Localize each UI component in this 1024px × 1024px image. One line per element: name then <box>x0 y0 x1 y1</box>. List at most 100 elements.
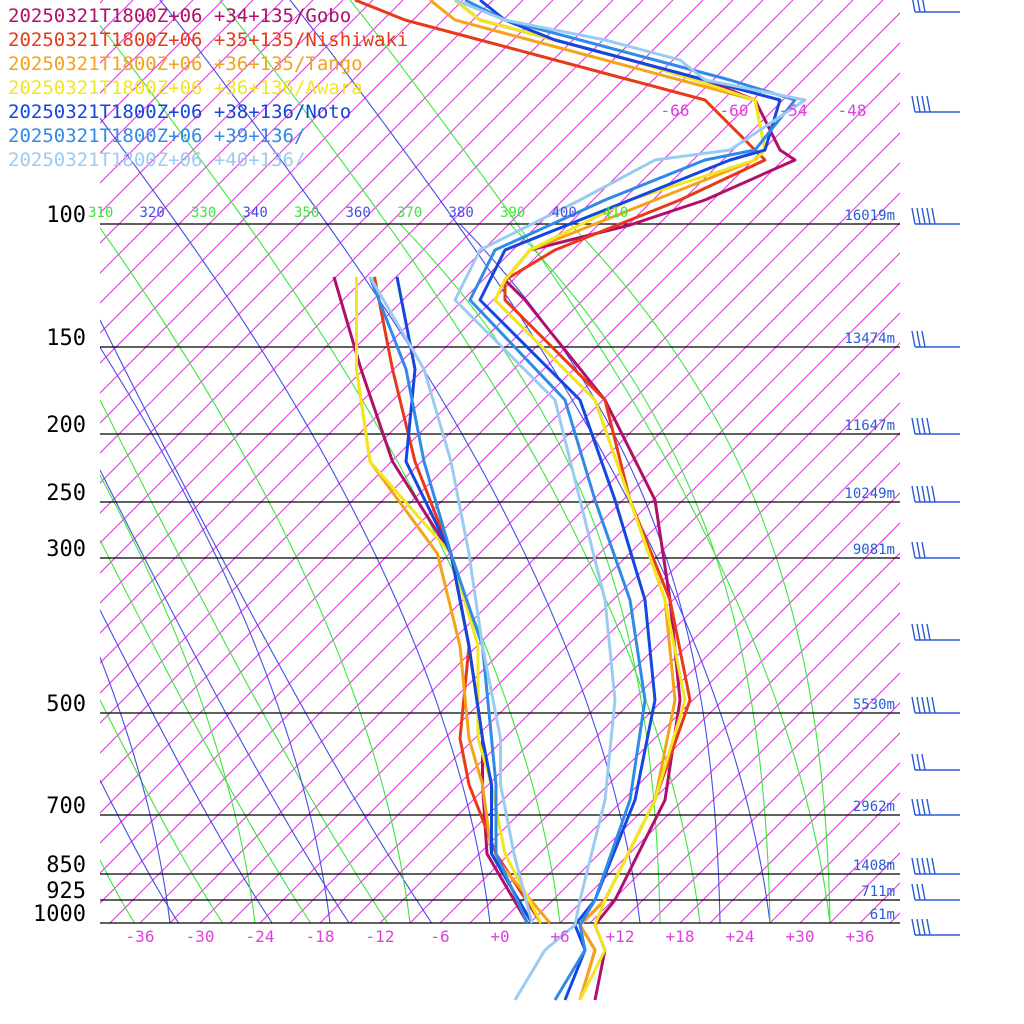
pressure-label: 200 <box>46 413 86 438</box>
adiabat-line <box>100 117 491 923</box>
x-tick-label: -30 <box>186 927 215 946</box>
x-tick-label: +18 <box>666 927 695 946</box>
pressure-label: 300 <box>46 537 86 562</box>
isotherm-line <box>100 0 644 544</box>
isotherm-line <box>379 402 900 923</box>
theta-label: 410 <box>603 205 628 221</box>
wind-barb-icon <box>912 0 960 13</box>
isotherm-line <box>100 0 674 574</box>
wind-barb-icon <box>911 330 960 348</box>
adiabat-line <box>100 346 331 923</box>
isotherm-line <box>100 0 464 364</box>
height-label: 11647m <box>844 418 895 434</box>
x-tick-label: -12 <box>366 927 395 946</box>
isotherm-line <box>769 792 900 923</box>
isotherm-line <box>100 0 284 184</box>
isotherm-line <box>409 432 900 923</box>
wind-barb-icon <box>911 883 960 901</box>
isotherm-line <box>439 462 900 923</box>
wind-barb-icon <box>911 541 960 559</box>
isotherm-line <box>169 192 900 923</box>
adiabat-line <box>100 226 411 923</box>
adiabat-line <box>100 609 273 923</box>
isotherm-line <box>799 822 900 923</box>
isotherm-line <box>859 882 900 923</box>
legend-entry: 20250321T1800Z+06 +34+135/Gobo <box>8 5 352 27</box>
wind-barb-icon <box>911 798 960 816</box>
isotherm-line <box>100 0 434 334</box>
isotherm-line <box>100 0 764 664</box>
wind-barb-icon <box>911 918 960 936</box>
height-label: 10249m <box>844 486 895 502</box>
upper-isotherm-label: -60 <box>720 101 749 120</box>
x-tick-label: +0 <box>490 927 509 946</box>
adiabat-line <box>100 539 312 923</box>
isotherm-line <box>289 312 900 923</box>
adiabat-line <box>100 779 180 923</box>
isotherm-line <box>100 42 900 844</box>
height-label: 711m <box>861 884 895 900</box>
temperature-line-1 <box>454 0 797 1001</box>
isotherm-line <box>100 0 794 694</box>
wind-barb-icon <box>911 753 960 771</box>
adiabat-line <box>399 223 661 923</box>
theta-label: 390 <box>500 205 525 221</box>
x-tick-label: +12 <box>606 927 635 946</box>
wind-barb-icon <box>911 207 960 225</box>
isotherm-line <box>709 732 900 923</box>
legend-entry: 20250321T1800Z+06 +39+136/ <box>8 125 306 147</box>
isotherm-line <box>100 0 824 724</box>
adiabat-line <box>100 656 171 923</box>
x-tick-label: +24 <box>726 927 755 946</box>
isotherm-line <box>100 0 584 484</box>
theta-label: 360 <box>346 205 371 221</box>
isotherm-line <box>559 582 900 923</box>
theta-label: 400 <box>552 205 577 221</box>
adiabat-line <box>569 223 831 923</box>
wind-barb-icon <box>911 417 960 435</box>
label-layer: 100 16019m 150 13474m 200 11647m 250 10249m 300 9… <box>33 101 895 946</box>
isotherm-line <box>100 102 900 904</box>
isotherm-line <box>829 852 900 923</box>
pressure-label: 850 <box>46 853 86 878</box>
isotherm-line <box>100 0 734 634</box>
theta-label: 310 <box>88 205 113 221</box>
x-tick-label: -36 <box>126 927 155 946</box>
legend-entry: 20250321T1800Z+06 +36+135/Tango <box>8 53 363 75</box>
height-label: 16019m <box>844 208 895 224</box>
x-tick-label: +30 <box>786 927 815 946</box>
adiabat-line <box>100 859 136 923</box>
height-label: 2962m <box>853 799 895 815</box>
wind-barbs <box>911 0 960 936</box>
theta-label: 350 <box>294 205 319 221</box>
adiabat-line <box>119 0 641 923</box>
adiabat-line <box>100 469 350 923</box>
isotherm-line <box>100 0 404 304</box>
adiabat-line <box>100 699 224 923</box>
temperature-line-3 <box>429 0 767 1001</box>
height-label: 9081m <box>853 542 895 558</box>
upper-isotherm-label: -54 <box>779 101 808 120</box>
isotherm-line <box>100 0 494 394</box>
pressure-label: 500 <box>46 692 86 717</box>
temperature-line-5 <box>478 0 782 1001</box>
legend-entry: 20250321T1800Z+06 +35+135/Nishiwaki <box>8 29 409 51</box>
isotherm-line <box>619 642 900 923</box>
wind-barb-icon <box>911 623 960 641</box>
theta-label: 330 <box>191 205 216 221</box>
theta-label: 320 <box>140 205 165 221</box>
isotherm-line <box>100 0 704 604</box>
wind-barb-icon <box>911 95 960 113</box>
dewpoint-line-4 <box>355 276 543 924</box>
pressure-label: 925 <box>46 879 86 904</box>
series-layer <box>332 0 807 1001</box>
x-tick-label: -18 <box>306 927 335 946</box>
isotherm-line <box>229 252 900 923</box>
adiabat-line <box>179 0 701 923</box>
x-tick-label: -24 <box>246 927 275 946</box>
legend-entry: 20250321T1800Z+06 +38+136/Noto <box>8 101 352 123</box>
adiabat-line <box>100 474 256 923</box>
isotherm-line <box>100 0 554 454</box>
isotherm-line <box>469 492 900 923</box>
theta-label: 380 <box>449 205 474 221</box>
